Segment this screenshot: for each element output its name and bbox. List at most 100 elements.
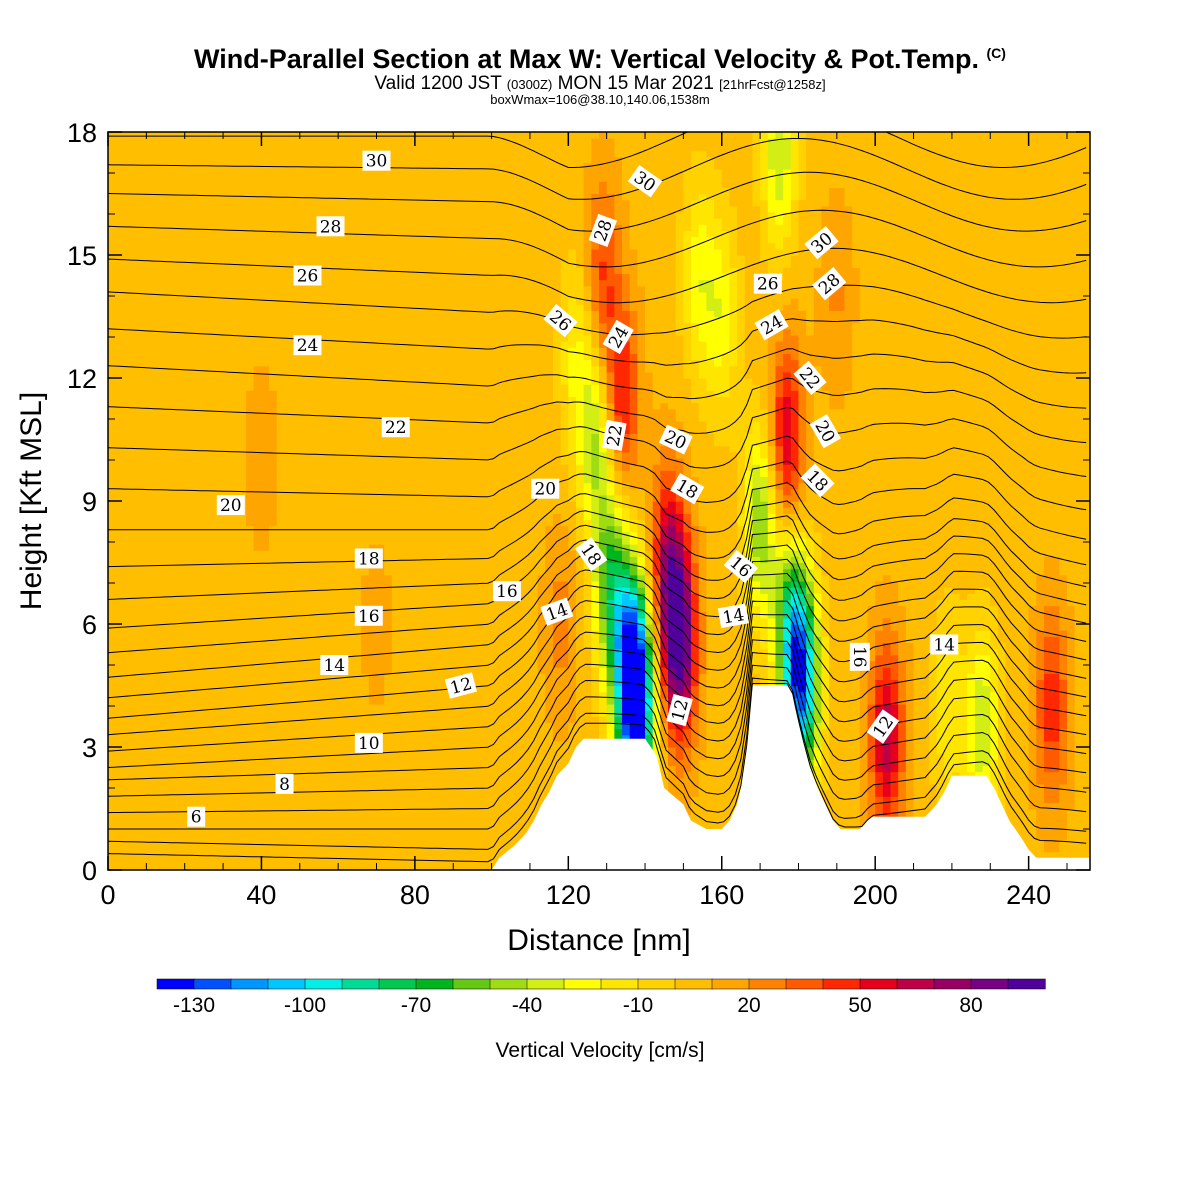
velocity-cell	[223, 132, 232, 139]
velocity-cell	[276, 168, 286, 176]
velocity-cell	[315, 519, 324, 527]
velocity-cell	[177, 470, 186, 477]
velocity-cell	[284, 261, 293, 268]
velocity-cell	[184, 371, 193, 379]
velocity-cell	[207, 205, 216, 213]
velocity-cell	[177, 654, 186, 662]
velocity-cell	[223, 187, 232, 195]
velocity-cell	[261, 679, 270, 687]
velocity-cell	[353, 703, 362, 711]
velocity-cell	[215, 728, 224, 736]
velocity-cell	[261, 236, 270, 244]
velocity-cell	[123, 777, 132, 785]
velocity-cell	[154, 304, 163, 311]
velocity-cell	[315, 673, 324, 680]
velocity-cell	[223, 427, 232, 434]
velocity-cell	[368, 168, 378, 176]
velocity-cell	[177, 267, 186, 275]
velocity-cell	[284, 390, 293, 398]
velocity-cell	[161, 298, 170, 305]
velocity-cell	[422, 630, 431, 637]
velocity-cell	[207, 211, 216, 219]
velocity-cell	[230, 230, 240, 238]
velocity-cell	[353, 334, 362, 342]
velocity-cell	[184, 390, 193, 398]
velocity-cell	[391, 636, 401, 644]
velocity-cell	[184, 298, 193, 305]
velocity-cell	[345, 765, 355, 773]
velocity-cell	[315, 660, 324, 668]
velocity-cell	[269, 236, 278, 244]
velocity-cell	[307, 316, 316, 324]
velocity-cell	[338, 599, 347, 607]
velocity-cell	[215, 175, 224, 182]
velocity-cell	[184, 611, 193, 619]
velocity-cell	[108, 556, 117, 564]
velocity-cell	[253, 267, 263, 275]
velocity-cell	[276, 660, 286, 668]
velocity-cell	[253, 796, 263, 803]
velocity-cell	[200, 150, 209, 158]
velocity-cell	[123, 771, 132, 779]
velocity-cell	[154, 630, 163, 637]
velocity-cell	[338, 187, 347, 195]
velocity-cell	[338, 482, 347, 490]
velocity-cell	[131, 316, 140, 324]
velocity-cell	[253, 667, 263, 674]
velocity-cell	[376, 851, 385, 859]
velocity-cell	[161, 753, 170, 760]
velocity-cell	[384, 562, 393, 570]
velocity-cell	[284, 427, 293, 434]
velocity-cell	[307, 851, 316, 859]
velocity-cell	[422, 703, 431, 711]
velocity-cell	[407, 371, 416, 379]
velocity-cell	[391, 667, 401, 674]
velocity-cell	[169, 826, 178, 834]
velocity-cell	[138, 839, 147, 846]
velocity-cell	[422, 851, 431, 859]
velocity-cell	[299, 777, 309, 785]
velocity-cell	[115, 242, 124, 250]
velocity-cell	[315, 574, 324, 582]
velocity-cell	[299, 691, 309, 699]
velocity-cell	[215, 261, 224, 268]
velocity-cell	[138, 199, 147, 207]
velocity-cell	[161, 765, 170, 773]
velocity-cell	[108, 753, 117, 760]
velocity-cell	[322, 304, 332, 311]
velocity-cell	[269, 501, 278, 508]
velocity-cell	[292, 826, 301, 834]
velocity-cell	[238, 679, 247, 687]
velocity-cell	[207, 679, 216, 687]
velocity-cell	[307, 144, 316, 152]
velocity-cell	[261, 507, 270, 514]
velocity-cell	[115, 537, 124, 545]
velocity-cell	[422, 771, 431, 779]
velocity-cell	[315, 132, 324, 139]
velocity-cell	[368, 261, 378, 268]
velocity-cell	[154, 451, 163, 459]
velocity-cell	[276, 734, 286, 742]
velocity-cell	[299, 433, 309, 441]
velocity-cell	[169, 863, 178, 870]
velocity-cell	[169, 236, 178, 244]
velocity-cell	[322, 439, 332, 447]
velocity-cell	[253, 476, 263, 484]
velocity-cell	[154, 722, 163, 730]
velocity-cell	[223, 328, 232, 336]
velocity-cell	[261, 550, 270, 557]
velocity-cell	[246, 181, 255, 188]
velocity-cell	[115, 820, 124, 828]
velocity-cell	[376, 132, 385, 139]
velocity-cell	[269, 445, 278, 453]
velocity-cell	[361, 574, 370, 582]
velocity-cell	[284, 808, 293, 816]
velocity-cell	[123, 642, 132, 650]
velocity-cell	[330, 384, 339, 391]
velocity-cell	[246, 685, 255, 693]
velocity-cell	[115, 753, 124, 760]
velocity-cell	[261, 211, 270, 219]
velocity-cell	[368, 451, 378, 459]
velocity-cell	[384, 814, 393, 822]
velocity-cell	[414, 685, 424, 693]
